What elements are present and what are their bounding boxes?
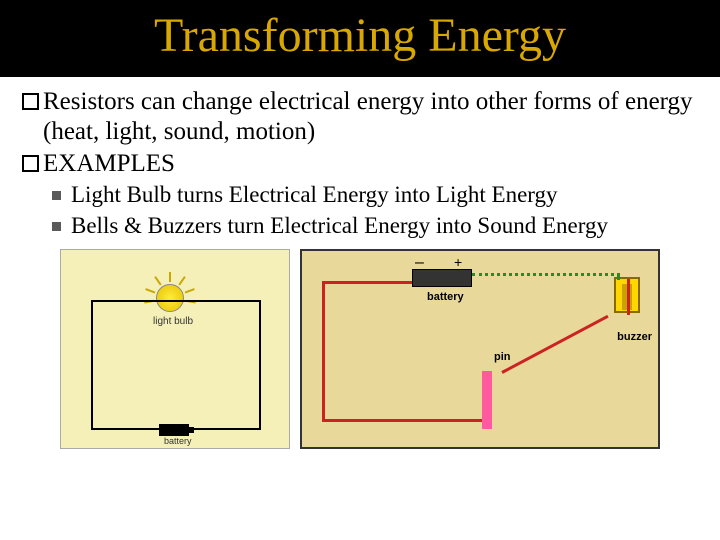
bullet-text: Resistors can change electrical energy i… [43,87,698,147]
sub-bullet-text: Light Bulb turns Electrical Energy into … [71,181,558,210]
bullet-resistors: Resistors can change electrical energy i… [22,87,698,147]
sub-bullet-lightbulb: Light Bulb turns Electrical Energy into … [52,181,698,210]
battery-icon [159,424,189,436]
content-area: Resistors can change electrical energy i… [0,77,720,449]
buzzer-label: buzzer [617,331,652,343]
red-wire [322,281,325,421]
green-wire [617,273,620,278]
circuit-wire [91,300,261,430]
diagrams-row: light bulb battery + – battery buzzer pi… [22,249,698,449]
buzzer-circuit-diagram: + – battery buzzer pin [300,249,660,449]
bullet-text: EXAMPLES [43,149,175,179]
battery-label: battery [427,291,464,303]
red-wire [627,279,630,315]
red-wire [322,281,412,284]
square-bullet-icon [22,93,39,110]
sub-bullet-icon [52,191,61,200]
sub-bullet-icon [52,222,61,231]
red-wire [322,419,482,422]
bullet-examples: EXAMPLES [22,149,698,179]
plus-label: + [454,254,462,270]
title-bar: Transforming Energy [0,0,720,77]
slide-title: Transforming Energy [0,8,720,63]
battery-label: battery [164,436,192,446]
pin-icon [482,371,492,429]
pin-label: pin [494,351,511,363]
square-bullet-icon [22,155,39,172]
green-wire [472,273,620,276]
sub-bullet-buzzers: Bells & Buzzers turn Electrical Energy i… [52,212,698,241]
minus-label: – [415,254,424,272]
battery-terminal-icon [189,427,194,433]
lightbulb-circuit-diagram: light bulb battery [60,249,290,449]
sub-bullet-text: Bells & Buzzers turn Electrical Energy i… [71,212,608,241]
red-wire [501,314,608,373]
